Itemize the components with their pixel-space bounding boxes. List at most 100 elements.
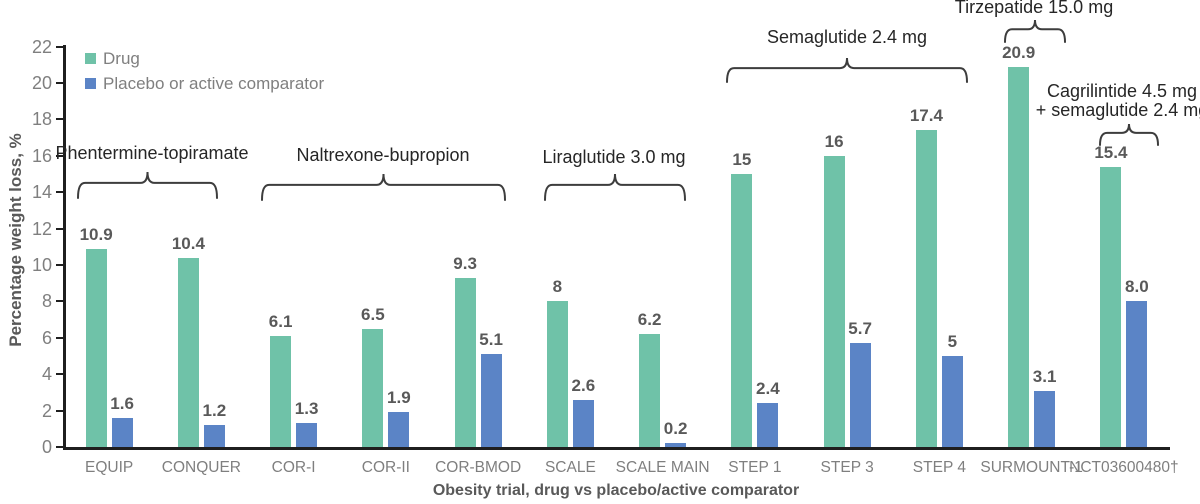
annotation-drug-label: Liraglutide 3.0 mg (542, 148, 685, 167)
value-label: 9.3 (453, 253, 477, 273)
y-tick-label: 14 (31, 182, 52, 203)
drug-bar (639, 334, 661, 447)
legend-label-drug: Drug (103, 49, 140, 68)
category-label: STEP 3 (820, 459, 874, 476)
y-tick-label: 16 (31, 145, 52, 166)
value-label: 6.1 (268, 311, 293, 331)
drug-bar (454, 277, 476, 447)
legend-label-placebo: Placebo or active comparator (103, 74, 325, 93)
annotation-brace (726, 57, 968, 83)
annotation-label-line: Cagrilintide 4.5 mg (1046, 81, 1198, 101)
value-label: 1.2 (202, 401, 227, 421)
category-label: COR-I (271, 459, 316, 476)
legend: Drug Placebo or active comparator (85, 50, 324, 100)
y-tick-label: 22 (31, 36, 52, 57)
y-tick-mark (56, 191, 63, 194)
annotation-label-line: + semaglutide 2.4 mg (1035, 100, 1200, 120)
annotation-label-line: Tirzepatide 15.0 mg (954, 0, 1114, 17)
value-label: 20.9 (1002, 42, 1036, 62)
value-label: 1.6 (110, 393, 134, 413)
drug-bar (731, 174, 753, 447)
drug-bar (270, 335, 292, 447)
value-label: 10.9 (79, 224, 113, 244)
annotation-drug-label: Phentermine-topiramate (55, 144, 248, 163)
category-label: SCALE (544, 459, 596, 476)
placebo-bar (941, 356, 963, 447)
y-axis-line (63, 45, 66, 450)
drug-bar (177, 257, 199, 447)
value-label: 2.6 (571, 375, 596, 395)
y-tick-label: 6 (41, 327, 52, 348)
category-label: STEP 1 (728, 459, 782, 476)
annotation-brace (1099, 123, 1159, 146)
annotation-label-line: Liraglutide 3.0 mg (542, 147, 686, 167)
placebo-bar (757, 403, 779, 447)
category-label: SCALE MAIN (615, 459, 710, 476)
value-label: 8 (552, 277, 563, 297)
annotation-brace (77, 171, 218, 199)
placebo-color-swatch (85, 78, 96, 89)
value-label: 0.2 (663, 419, 688, 439)
y-tick-mark (56, 264, 63, 266)
category-label: COR-II (361, 459, 410, 476)
x-axis-line (63, 447, 1170, 450)
annotation-label-line: Phentermine-topiramate (55, 143, 249, 163)
x-axis-title: Obesity trial, drug vs placebo/active co… (432, 482, 800, 499)
placebo-bar (203, 425, 225, 447)
y-tick-label: 20 (31, 73, 52, 93)
y-tick-mark (56, 409, 63, 412)
category-label: STEP 4 (912, 459, 966, 476)
legend-item-placebo: Placebo or active comparator (85, 75, 324, 92)
category-label: NCT03600480† (1069, 459, 1179, 476)
category-label: COR-BMOD (435, 459, 522, 476)
value-label: 8.0 (1125, 277, 1149, 297)
y-tick-label: 2 (41, 400, 52, 421)
y-tick-label: 0 (41, 437, 52, 457)
category-label: SURMOUNT-1 (980, 459, 1083, 476)
placebo-bar (572, 399, 594, 447)
placebo-bar (1126, 301, 1148, 447)
value-label: 1.3 (294, 399, 319, 419)
drug-bar (85, 248, 107, 447)
value-label: 15 (732, 150, 752, 169)
value-label: 16 (824, 131, 844, 151)
placebo-bar (849, 343, 871, 447)
placebo-bar (665, 443, 687, 447)
value-label: 2.4 (756, 379, 780, 399)
y-tick-mark (56, 227, 63, 230)
value-label: 5 (947, 332, 958, 351)
value-label: 17.4 (909, 106, 943, 126)
value-label: 10.4 (171, 233, 205, 253)
annotation-drug-label: Tirzepatide 15.0 mg (955, 0, 1113, 17)
drug-bar (1100, 166, 1122, 447)
category-label: EQUIP (85, 459, 134, 476)
y-tick-mark (56, 373, 63, 376)
value-label: 1.9 (387, 388, 411, 408)
value-label: 6.2 (637, 310, 662, 330)
annotation-brace (261, 173, 506, 201)
y-tick-mark (56, 446, 63, 448)
y-tick-mark (56, 118, 63, 121)
y-tick-label: 8 (41, 291, 52, 312)
y-tick-mark (56, 300, 63, 303)
drug-bar (823, 155, 845, 447)
drug-bar (546, 301, 568, 447)
placebo-bar (296, 423, 318, 447)
annotation-label-line: Naltrexone-bupropion (296, 145, 470, 165)
drug-bar (1008, 66, 1030, 447)
drug-bar (915, 130, 937, 447)
annotation-drug-label: Naltrexone-bupropion (296, 146, 469, 165)
annotation-drug-label: Cagrilintide 4.5 mg + semaglutide 2.4 mg (1036, 82, 1200, 120)
y-tick-label: 10 (31, 255, 52, 275)
y-tick-label: 18 (31, 109, 52, 130)
y-tick-mark (56, 154, 63, 157)
annotation-drug-label: Semaglutide 2.4 mg (767, 28, 927, 47)
drug-bar (362, 328, 384, 447)
value-label: 3.1 (1032, 366, 1057, 386)
value-label: 5.1 (479, 330, 503, 350)
value-label: 5.7 (848, 319, 872, 339)
legend-item-drug: Drug (85, 50, 324, 67)
value-label: 15.4 (1094, 142, 1128, 162)
placebo-bar (480, 354, 502, 447)
